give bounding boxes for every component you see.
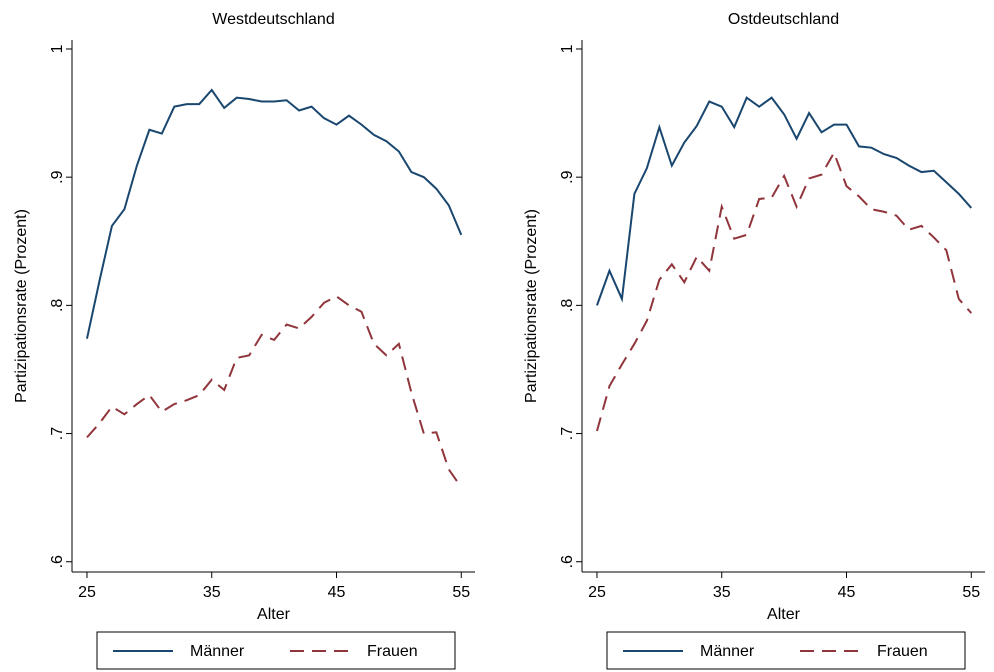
y-tick-label: .8: [49, 299, 66, 312]
y-tick-label: .9: [559, 170, 576, 183]
legend-label: Männer: [190, 643, 245, 660]
y-tick-label: .9: [49, 170, 66, 183]
x-axis-title: Alter: [257, 606, 291, 623]
data-line: [596, 150, 973, 432]
legend-label: Frauen: [877, 643, 928, 660]
x-tick-label: 45: [838, 584, 856, 601]
y-tick-label: .8: [559, 299, 576, 312]
data-line: [596, 96, 973, 306]
data-line: [85, 88, 463, 339]
y-tick-label: 1: [49, 44, 66, 53]
data-line: [86, 295, 463, 488]
y-tick-label: .7: [559, 427, 576, 440]
legend-label: Männer: [700, 643, 755, 660]
x-tick-label: 55: [962, 584, 980, 601]
y-tick-label: .7: [49, 427, 66, 440]
x-tick-label: 55: [452, 584, 470, 601]
y-tick-label: 1: [559, 44, 576, 53]
chart-title: Ostdeutschland: [728, 11, 839, 28]
x-tick-label: 35: [203, 584, 221, 601]
legend-label: Frauen: [367, 643, 418, 660]
x-tick-label: 25: [78, 584, 96, 601]
x-axis-title: Alter: [767, 606, 801, 623]
y-axis-title: Partizipationsrate (Prozent): [523, 209, 540, 403]
x-tick-label: 45: [328, 584, 346, 601]
x-tick-label: 35: [713, 584, 731, 601]
x-tick-label: 25: [588, 584, 606, 601]
y-tick-label: .6: [49, 555, 66, 568]
chart-title: Westdeutschland: [212, 11, 334, 28]
y-tick-label: .6: [559, 555, 576, 568]
y-axis-title: Partizipationsrate (Prozent): [13, 209, 30, 403]
